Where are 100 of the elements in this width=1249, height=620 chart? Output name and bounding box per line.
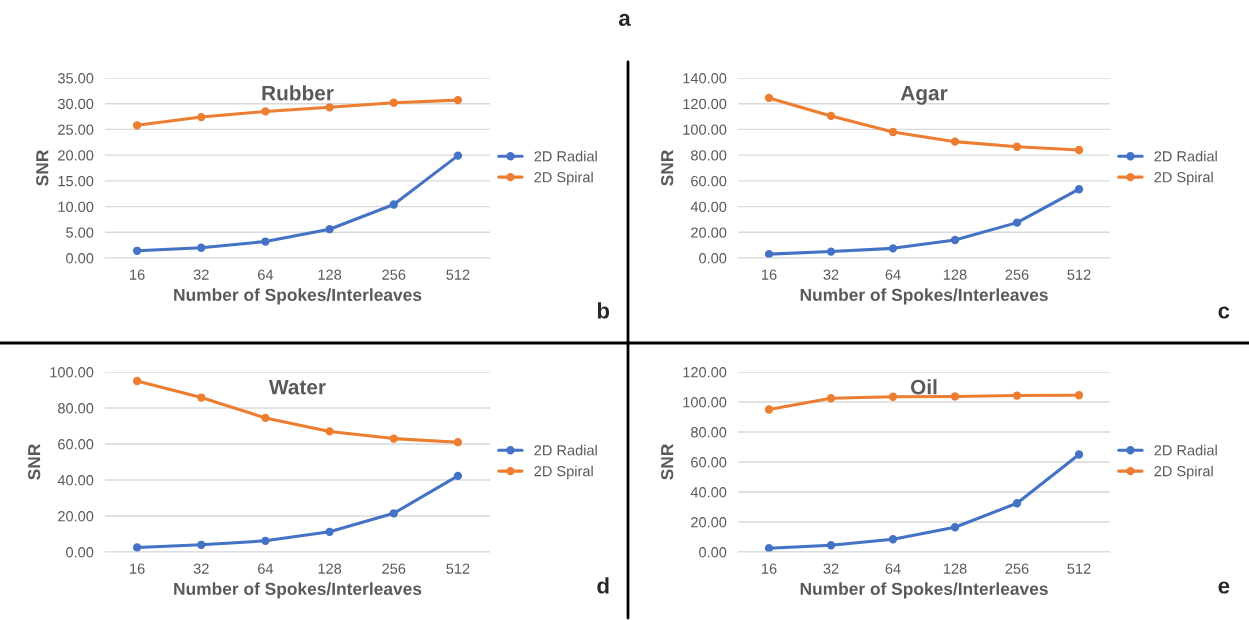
point (764, 93, 774, 103)
x-tick-label: 128 (943, 269, 967, 280)
y-tick-label: 30.00 (57, 98, 94, 110)
x-tick-label: 32 (193, 563, 209, 574)
x-tick-label: 64 (258, 563, 274, 574)
x-tick-label: 128 (318, 563, 342, 574)
point (261, 107, 270, 116)
point (132, 246, 142, 255)
y-tick-label: 120.00 (683, 367, 727, 378)
y-tick-label: 120.00 (683, 98, 727, 110)
legend-label: 2D Radial (534, 444, 597, 456)
y-tick-label: 60.00 (691, 175, 727, 187)
x-axis-title: Number of Spokes/Interleaves (174, 288, 422, 305)
legend-label: 2D Radial (534, 150, 597, 162)
text: e (1218, 581, 1230, 594)
y-tick-label: 60.00 (58, 439, 94, 450)
point (261, 413, 270, 423)
point (389, 200, 398, 209)
x-tick-label: 32 (823, 269, 839, 280)
x-tick-label: 512 (1067, 269, 1091, 280)
point (950, 523, 960, 532)
point (1012, 218, 1022, 227)
y-tick-label: 35.00 (57, 73, 94, 84)
y-axis-title: SNR (661, 150, 674, 186)
point (950, 392, 960, 401)
point (826, 394, 836, 403)
point (197, 243, 206, 252)
y-tick-label: 20.00 (691, 517, 727, 528)
x-tick-label: 16 (130, 563, 145, 574)
y-tick-label: 80.00 (691, 427, 727, 438)
text: d (597, 577, 609, 594)
point (197, 112, 206, 122)
legend-label: 2D Spiral (1154, 465, 1213, 480)
point (826, 541, 836, 550)
point (764, 405, 774, 414)
point (1012, 391, 1022, 400)
y-tick-label: 20.00 (691, 227, 727, 238)
y-axis-title: SNR (661, 444, 674, 480)
point (325, 103, 334, 112)
point (325, 527, 334, 537)
point (197, 540, 206, 549)
point (453, 438, 463, 447)
chart-title: Oil (910, 379, 937, 395)
point (389, 509, 398, 518)
y-tick-label: 0.00 (699, 547, 727, 558)
x-tick-label: 256 (382, 269, 406, 280)
y-tick-label: 80.00 (691, 150, 727, 161)
point (950, 235, 960, 245)
chart-title: Agar (900, 85, 948, 105)
y-tick-label: 140.00 (683, 73, 727, 84)
y-tick-label: 20.00 (58, 511, 94, 522)
x-tick-label: 128 (943, 563, 967, 574)
y-tick-label: 10.00 (58, 201, 94, 212)
y-tick-label: 20.00 (58, 150, 94, 161)
text: a (618, 13, 631, 26)
y-axis-title: SNR (36, 150, 49, 186)
y-tick-label: 15.00 (58, 175, 94, 187)
y-tick-label: 100.00 (683, 124, 727, 135)
x-axis-title: Number of Spokes/Interleaves (800, 288, 1048, 305)
x-tick-label: 256 (1005, 563, 1029, 574)
x-tick-label: 64 (885, 269, 901, 280)
x-tick-label: 512 (1067, 563, 1091, 574)
x-tick-label: 512 (446, 269, 470, 280)
point (764, 249, 774, 258)
point (132, 376, 142, 386)
y-tick-label: 5.00 (66, 227, 94, 238)
legend-label: 2D Spiral (534, 465, 593, 480)
y-tick-label: 0.00 (66, 253, 94, 264)
point (132, 121, 142, 130)
point (888, 535, 898, 544)
legend-label: 2D Spiral (534, 171, 593, 186)
point (389, 434, 398, 443)
point (389, 98, 398, 107)
x-tick-label: 256 (1005, 269, 1029, 280)
y-tick-label: 40.00 (57, 475, 94, 486)
x-tick-label: 32 (823, 563, 839, 574)
x-tick-label: 16 (130, 269, 145, 280)
x-tick-label: 64 (885, 563, 901, 574)
x-axis-title: Number of Spokes/Interleaves (800, 582, 1048, 599)
point (1012, 142, 1022, 151)
text: c (1218, 306, 1230, 319)
point (325, 427, 334, 436)
point (826, 111, 836, 121)
x-tick-label: 16 (762, 563, 777, 574)
point (1074, 185, 1084, 194)
legend-label: 2D Radial (1154, 150, 1217, 162)
point (453, 151, 463, 160)
x-tick-label: 64 (258, 269, 274, 280)
x-tick-label: 128 (318, 269, 342, 280)
y-tick-label: 100.00 (50, 367, 94, 378)
point (261, 536, 270, 546)
y-axis-title: SNR (28, 444, 41, 480)
y-tick-label: 0.00 (699, 253, 727, 264)
point (261, 237, 270, 246)
point (325, 225, 334, 234)
y-tick-label: 80.00 (58, 403, 94, 414)
point (1012, 499, 1022, 508)
point (764, 544, 774, 552)
point (888, 392, 898, 401)
x-tick-label: 32 (193, 269, 209, 280)
